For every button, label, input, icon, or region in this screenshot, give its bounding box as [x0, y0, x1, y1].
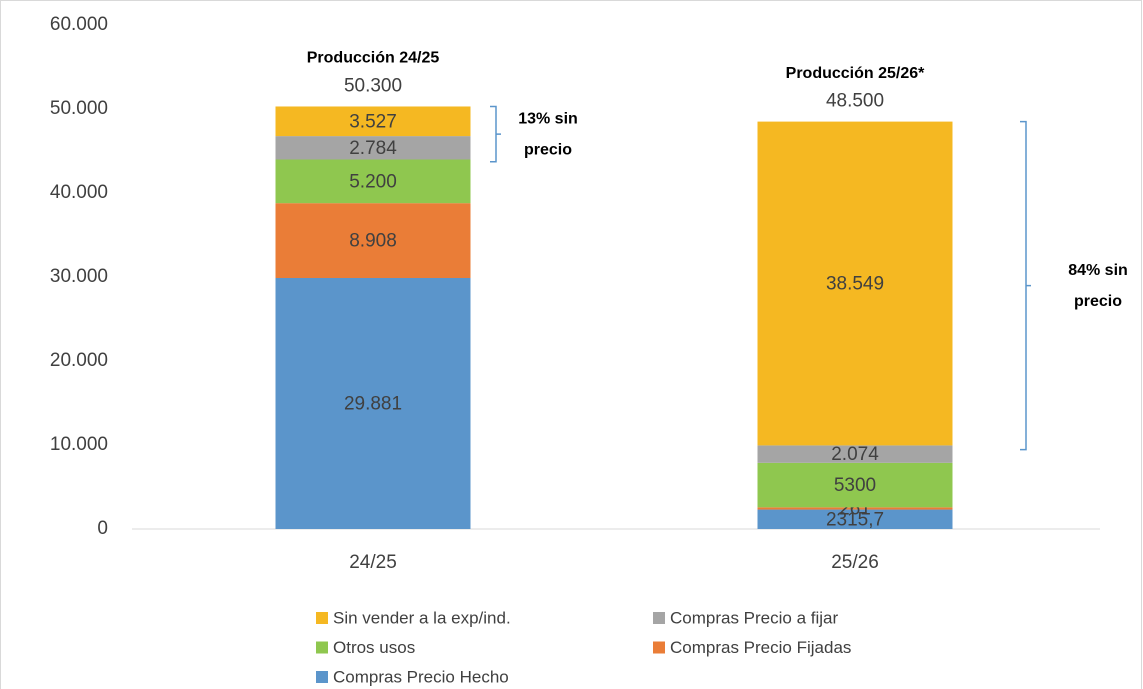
legend-swatch — [653, 612, 665, 624]
legend-label: Compras Precio Hecho — [333, 667, 509, 686]
bar-segment — [275, 277, 471, 529]
data-label: 5.200 — [349, 171, 397, 192]
legend-swatch — [653, 641, 665, 654]
bar-segment — [757, 445, 953, 463]
bar-segment — [757, 507, 953, 510]
data-label: 38.549 — [826, 274, 884, 295]
x-tick-label: 25/26 — [831, 552, 879, 573]
legend-label: Compras Precio a fijar — [670, 608, 839, 627]
bar-title: Producción 25/26* — [786, 65, 925, 82]
data-label: 29.881 — [344, 394, 402, 415]
data-label: 2.074 — [831, 444, 879, 465]
legend-label: Sin vender a la exp/ind. — [333, 608, 511, 627]
data-label: 2.784 — [349, 138, 397, 159]
bracket-note: precio — [1074, 293, 1122, 310]
bracket — [1020, 120, 1031, 451]
legend-swatch — [316, 612, 328, 624]
total-label: 50.300 — [344, 75, 402, 96]
y-tick-label: 0 — [97, 518, 108, 539]
bar-segment — [757, 509, 953, 529]
data-label: 3.527 — [349, 111, 397, 132]
legend-label: Compras Precio Fijadas — [670, 638, 851, 657]
legend-swatch — [316, 641, 328, 654]
bar-segment — [275, 106, 471, 137]
bar-segment — [275, 136, 471, 160]
bar-segment — [757, 121, 953, 446]
y-tick-label: 40.000 — [50, 182, 108, 203]
bar-segment — [757, 462, 953, 508]
data-label: 8.908 — [349, 231, 397, 252]
legend-swatch — [316, 671, 328, 683]
bracket-note: 13% sin — [518, 110, 578, 127]
y-tick-label: 60.000 — [50, 14, 108, 35]
x-tick-label: 24/25 — [349, 552, 397, 573]
bar-segment — [275, 203, 471, 278]
y-tick-label: 50.000 — [50, 98, 108, 119]
legend-label: Otros usos — [333, 638, 415, 657]
y-tick-label: 30.000 — [50, 266, 108, 287]
y-tick-label: 10.000 — [50, 434, 108, 455]
bracket-note: 84% sin — [1068, 262, 1128, 279]
bar-title: Producción 24/25 — [307, 50, 440, 67]
total-label: 48.500 — [826, 91, 884, 112]
bracket-note: precio — [524, 141, 572, 158]
y-tick-label: 20.000 — [50, 350, 108, 371]
data-label: 2315,7 — [826, 509, 884, 530]
data-label: 5300 — [834, 475, 876, 496]
bracket — [490, 105, 501, 163]
bar-segment — [275, 159, 471, 204]
